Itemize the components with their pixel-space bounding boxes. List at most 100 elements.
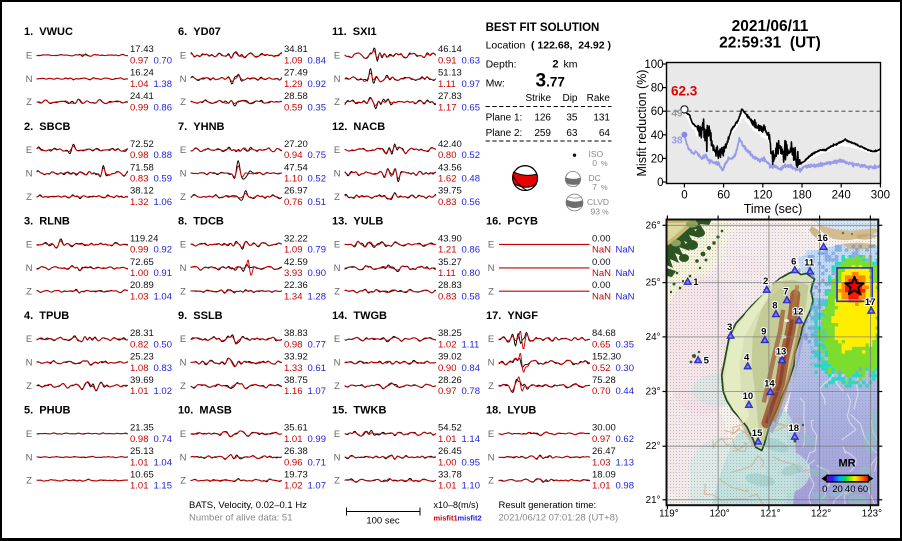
svg-text:0.00: 0.00 [592, 280, 611, 291]
svg-text:0.92: 0.92 [308, 79, 327, 90]
svg-text:E: E [334, 240, 340, 251]
svg-text:0.83: 0.83 [130, 174, 149, 185]
svg-text:0.30: 0.30 [616, 363, 635, 374]
svg-text:123°: 123° [862, 509, 882, 520]
svg-text:39.02: 39.02 [438, 352, 462, 363]
svg-text:11: 11 [804, 258, 815, 269]
svg-text:0.35: 0.35 [616, 339, 635, 350]
svg-text:CLVD: CLVD [587, 197, 609, 207]
svg-text:15: 15 [752, 428, 763, 439]
svg-text:20: 20 [832, 484, 843, 495]
svg-text:1.07: 1.07 [308, 386, 327, 397]
svg-text:0.61: 0.61 [308, 363, 327, 374]
svg-text:Time (sec): Time (sec) [744, 202, 803, 216]
svg-text:8: 8 [772, 301, 777, 312]
svg-text:9. SSLB: 9. SSLB [178, 310, 223, 322]
svg-text:0.59: 0.59 [284, 102, 303, 113]
svg-text:Depth:: Depth: [486, 59, 517, 71]
svg-text:E: E [180, 429, 186, 440]
svg-text:26.45: 26.45 [438, 446, 462, 457]
svg-text:34.81: 34.81 [284, 44, 308, 55]
svg-text:1.03: 1.03 [592, 457, 611, 468]
svg-text:N: N [180, 169, 187, 180]
svg-text:Z: Z [26, 381, 32, 392]
svg-text:14: 14 [764, 378, 775, 389]
svg-text:0.71: 0.71 [308, 457, 327, 468]
svg-text:22.36: 22.36 [284, 280, 308, 291]
svg-text:0.95: 0.95 [462, 457, 481, 468]
svg-text:N: N [26, 452, 33, 463]
svg-text:0.97: 0.97 [130, 56, 149, 67]
svg-text:30.00: 30.00 [592, 423, 616, 434]
svg-text:0: 0 [681, 190, 687, 202]
svg-text:0.94: 0.94 [284, 150, 303, 161]
svg-text:Misfit reduction (%): Misfit reduction (%) [635, 70, 649, 177]
svg-text:0.97: 0.97 [592, 434, 611, 445]
svg-text:NaN: NaN [592, 268, 611, 279]
svg-text:100 sec: 100 sec [366, 516, 400, 527]
svg-text:60: 60 [858, 484, 869, 495]
svg-text:N: N [334, 263, 341, 274]
svg-text:1.08: 1.08 [130, 363, 149, 374]
svg-text:0.98: 0.98 [284, 339, 303, 350]
svg-text:4: 4 [744, 353, 750, 364]
svg-text:5: 5 [704, 356, 710, 367]
svg-text:Z: Z [334, 192, 340, 203]
svg-text:0.52: 0.52 [462, 150, 481, 161]
svg-text:18: 18 [789, 423, 800, 434]
svg-text:Z: Z [334, 381, 340, 392]
svg-text:0.91: 0.91 [438, 56, 457, 67]
svg-text:N: N [180, 74, 187, 85]
svg-text:Z: Z [488, 381, 494, 392]
svg-text:N: N [180, 452, 187, 463]
svg-text:84.68: 84.68 [592, 328, 616, 339]
svg-text:N: N [334, 169, 341, 180]
svg-text:5. PHUB: 5. PHUB [24, 405, 71, 417]
svg-text:1.33: 1.33 [284, 363, 303, 374]
svg-text:0.63: 0.63 [462, 56, 481, 67]
svg-text:0.83: 0.83 [154, 363, 173, 374]
svg-text:1.34: 1.34 [284, 292, 303, 303]
svg-text:0.59: 0.59 [154, 174, 173, 185]
svg-text:6. YD07: 6. YD07 [178, 26, 221, 38]
svg-text:NaN: NaN [616, 292, 635, 303]
svg-text:14. TWGB: 14. TWGB [332, 310, 387, 322]
svg-text:Z: Z [26, 286, 32, 297]
svg-text:Dip: Dip [562, 93, 577, 104]
svg-text:17.43: 17.43 [130, 44, 154, 55]
svg-text:43.56: 43.56 [438, 162, 462, 173]
svg-text:N: N [180, 263, 187, 274]
svg-text:1.01: 1.01 [130, 481, 149, 492]
svg-text:180: 180 [792, 190, 811, 202]
svg-text:16.24: 16.24 [130, 68, 154, 79]
svg-text:E: E [334, 334, 340, 345]
svg-text:misfit2: misfit2 [458, 514, 482, 523]
svg-text:3.77: 3.77 [536, 71, 565, 92]
svg-text:1.13: 1.13 [616, 457, 635, 468]
svg-text:1.00: 1.00 [438, 457, 457, 468]
svg-text:0.76: 0.76 [284, 197, 303, 208]
svg-text:NaN: NaN [616, 245, 635, 256]
svg-text:0.62: 0.62 [616, 434, 635, 445]
svg-text:1.02: 1.02 [154, 386, 173, 397]
svg-text:Plane 1:: Plane 1: [486, 113, 523, 124]
svg-text:0.92: 0.92 [154, 245, 173, 256]
svg-text:0.70: 0.70 [592, 386, 611, 397]
svg-text:26.38: 26.38 [284, 446, 308, 457]
svg-text:1.10: 1.10 [284, 174, 303, 185]
svg-text:47.54: 47.54 [284, 162, 308, 173]
svg-text:0.83: 0.83 [438, 292, 457, 303]
svg-text:18. LYUB: 18. LYUB [486, 405, 536, 417]
svg-text:46.14: 46.14 [438, 44, 462, 55]
svg-text:0.80: 0.80 [438, 150, 457, 161]
svg-text:Z: Z [334, 286, 340, 297]
svg-text:NaN: NaN [592, 245, 611, 256]
svg-text:Z: Z [488, 286, 494, 297]
svg-text:28.31: 28.31 [130, 328, 154, 339]
svg-text:3. RLNB: 3. RLNB [24, 215, 70, 227]
svg-text:1.38: 1.38 [154, 79, 173, 90]
svg-text:20.89: 20.89 [130, 280, 154, 291]
svg-text:0.65: 0.65 [462, 102, 481, 113]
svg-text:( 122.68, 24.92 ): ( 122.68, 24.92 ) [531, 40, 611, 52]
svg-text:1.04: 1.04 [130, 79, 149, 90]
